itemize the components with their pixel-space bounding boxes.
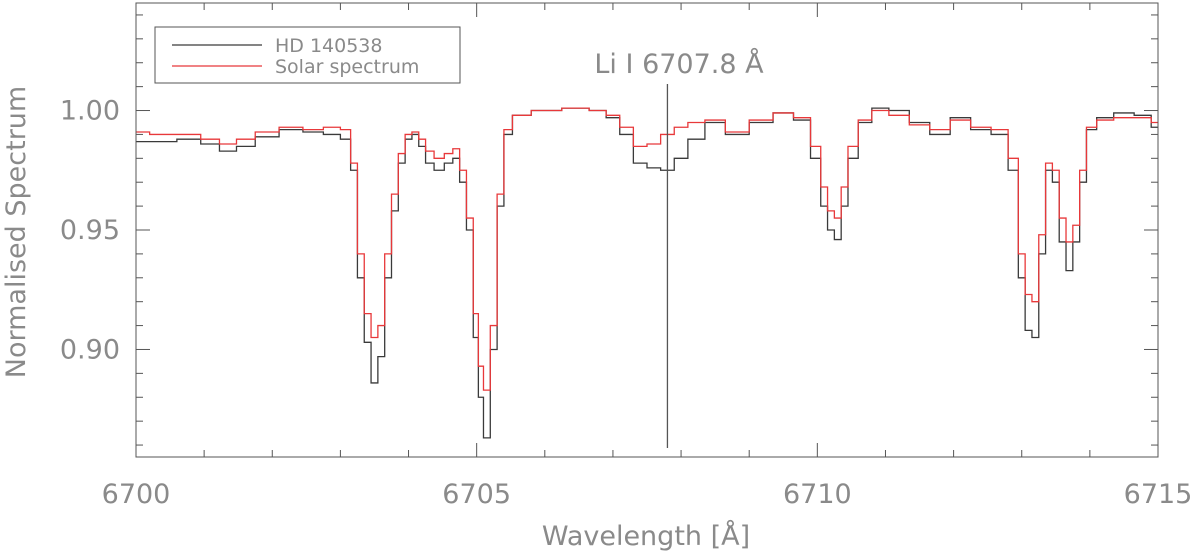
- y-axis-label: Normalised Spectrum: [1, 86, 32, 378]
- x-tick-label: 6700: [102, 479, 171, 510]
- ticks-layer: 6700 6705 6710 6715 0.90 0.95 1.00: [60, 3, 1192, 510]
- legend: HD 140538 Solar spectrum: [154, 26, 461, 84]
- series-layer: [136, 107, 1158, 439]
- series-line-0: [136, 107, 1158, 439]
- x-tick-label: 6710: [783, 479, 852, 510]
- x-tick-label: 6705: [442, 479, 511, 510]
- legend-box: [154, 26, 461, 84]
- plot-frame: [135, 2, 1159, 458]
- y-tick-label: 0.95: [60, 215, 120, 246]
- x-tick-label: 6715: [1124, 479, 1193, 510]
- x-axis-label: Wavelength [Å]: [542, 520, 750, 552]
- series-line-1: [136, 107, 1158, 391]
- legend-label-hd140538: HD 140538: [275, 35, 383, 57]
- legend-label-solar: Solar spectrum: [275, 56, 419, 78]
- y-tick-label: 1.00: [60, 96, 120, 127]
- y-tick-label: 0.90: [60, 334, 120, 365]
- li-line-label: Li I 6707.8 Å: [594, 48, 764, 80]
